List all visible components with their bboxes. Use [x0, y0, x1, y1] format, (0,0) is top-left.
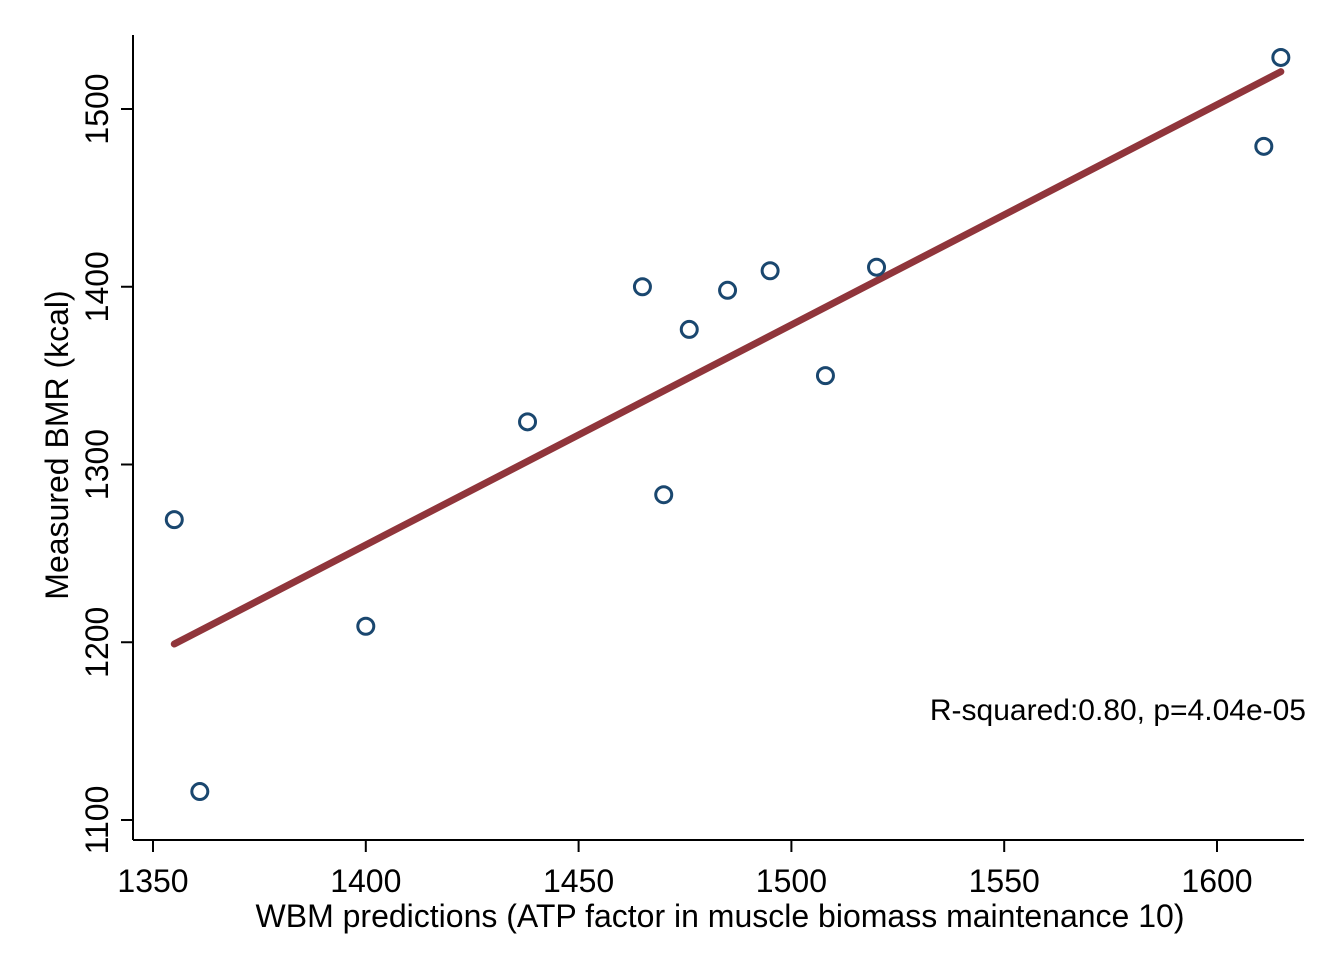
fit-line: [170, 68, 1285, 648]
data-point: [760, 261, 780, 281]
x-tick-label: 1450: [543, 863, 614, 899]
data-point: [356, 616, 376, 636]
data-point: [1254, 136, 1274, 156]
x-tick-label: 1600: [1181, 863, 1252, 899]
data-point: [632, 277, 652, 297]
y-tick-label: 1100: [79, 786, 115, 855]
y-ticks: 1100 1200 1300 1400 1500: [79, 73, 133, 854]
points-layer: [164, 47, 1291, 802]
x-tick-label: 1400: [330, 863, 401, 899]
data-point: [867, 257, 887, 277]
x-tick-label: 1550: [969, 863, 1040, 899]
y-tick-label: 1300: [79, 429, 115, 500]
x-tick-label: 1500: [756, 863, 827, 899]
y-axis-title: Measured BMR (kcal): [39, 290, 75, 599]
x-ticks: 1350 1400 1450 1500 1550 1600: [117, 840, 1253, 899]
data-point: [654, 485, 674, 505]
data-point: [164, 510, 184, 530]
fit-line-layer: [170, 68, 1285, 648]
x-axis-title: WBM predictions (ATP factor in muscle bi…: [256, 898, 1185, 934]
x-tick-label: 1350: [117, 863, 188, 899]
data-point: [190, 782, 210, 802]
y-tick-label: 1500: [79, 73, 115, 144]
data-point: [1271, 47, 1291, 67]
data-point: [815, 366, 835, 386]
data-point: [679, 319, 699, 339]
y-tick-label: 1400: [79, 251, 115, 322]
r-squared-annotation: R-squared:0.80, p=4.04e-05: [930, 694, 1306, 727]
data-point: [718, 280, 738, 300]
y-tick-label: 1200: [79, 607, 115, 678]
data-point: [518, 412, 538, 432]
